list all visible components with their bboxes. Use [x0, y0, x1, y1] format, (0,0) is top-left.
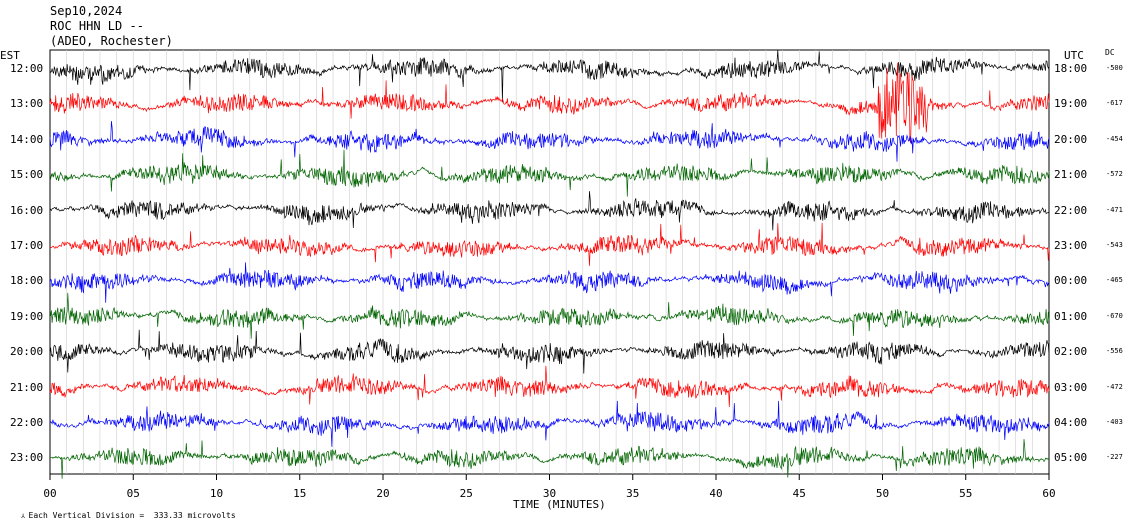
dc-offset-value: -227 — [1106, 453, 1123, 462]
utc-hour-label: 03:00 — [1054, 380, 1088, 394]
dc-header-label: DC — [1105, 48, 1115, 57]
trace-row-1700 — [49, 222, 1050, 266]
dc-offset-value: -617 — [1106, 99, 1123, 108]
est-hour-label: 20:00 — [10, 345, 44, 359]
est-hour-label: 12:00 — [10, 62, 44, 75]
x-tick-label: 50 — [875, 487, 890, 500]
utc-hour-label: 19:00 — [1054, 97, 1088, 111]
x-tick-label: 15 — [293, 487, 307, 500]
x-tick-label: 25 — [459, 487, 473, 500]
x-tick-label: 60 — [1042, 487, 1056, 500]
trace-row-1400 — [49, 121, 1050, 162]
x-tick-label: 40 — [709, 487, 723, 500]
x-tick-label: 55 — [959, 487, 973, 500]
x-tick-label: 05 — [126, 487, 140, 500]
utc-hour-label: 23:00 — [1054, 239, 1088, 252]
x-tick-label: 00 — [43, 487, 57, 500]
est-hour-label: 18:00 — [10, 274, 44, 288]
trace-row-2100 — [49, 365, 1050, 408]
dc-offset-value: -471 — [1106, 205, 1123, 214]
scale-note: ⅄ Each Vertical Division = 333.33 microv… — [2, 502, 236, 519]
trace-row-1900 — [49, 292, 1050, 339]
trace-row-2300 — [49, 439, 1050, 479]
trace-row-2000 — [49, 329, 1050, 374]
x-tick-label: 20 — [376, 487, 390, 500]
utc-hour-label: 18:00 — [1054, 62, 1088, 75]
right-timezone-label: UTC — [1064, 49, 1084, 62]
est-hour-label: 16:00 — [10, 203, 44, 217]
est-hour-label: 15:00 — [10, 168, 44, 182]
utc-hour-label: 22:00 — [1054, 203, 1088, 217]
trace-row-1300 — [49, 62, 1050, 144]
x-tick-label: 35 — [626, 487, 640, 500]
dc-offset-value: -543 — [1106, 241, 1123, 249]
dc-offset-value: -454 — [1106, 134, 1123, 143]
est-hour-label: 22:00 — [10, 416, 44, 429]
dc-offset-value: -465 — [1106, 276, 1123, 285]
utc-hour-label: 05:00 — [1054, 451, 1088, 465]
dc-offset-value: -472 — [1106, 382, 1123, 391]
est-hour-label: 23:00 — [10, 451, 44, 465]
x-axis-label: TIME (MINUTES) — [513, 498, 606, 511]
utc-hour-label: 01:00 — [1054, 309, 1088, 323]
x-tick-label: 10 — [209, 487, 224, 500]
station-code: ROC HHN LD -- — [50, 19, 144, 33]
dc-offset-value: -556 — [1106, 347, 1123, 356]
est-hour-label: 19:00 — [10, 309, 44, 323]
est-hour-label: 13:00 — [10, 97, 44, 111]
dc-offset-value: -670 — [1106, 311, 1123, 320]
est-hour-label: 17:00 — [10, 239, 44, 252]
dc-offset-value: -500 — [1106, 64, 1123, 72]
utc-hour-label: 00:00 — [1054, 274, 1088, 288]
utc-hour-label: 20:00 — [1054, 132, 1088, 146]
network-name: (ADEO, Rochester) — [50, 34, 173, 48]
x-tick-label: 30 — [542, 487, 557, 500]
est-hour-label: 21:00 — [10, 380, 44, 394]
trace-row-1800 — [49, 262, 1050, 303]
trace-row-2200 — [49, 400, 1050, 447]
scale-note-text: Each Vertical Division = 333.33 microvol… — [28, 511, 236, 519]
x-tick-label: 45 — [792, 487, 806, 500]
dc-offset-value: -572 — [1106, 170, 1123, 179]
utc-hour-label: 21:00 — [1054, 168, 1088, 182]
trace-row-1600 — [49, 191, 1050, 231]
chart-date: Sep10,2024 — [50, 4, 123, 18]
left-timezone-label: EST — [0, 49, 20, 62]
scale-mark-icon: ⅄ — [21, 513, 29, 519]
utc-hour-label: 02:00 — [1054, 345, 1088, 359]
utc-hour-label: 04:00 — [1054, 416, 1088, 429]
dc-offset-value: -403 — [1106, 418, 1123, 426]
trace-row-1200 — [49, 49, 1050, 103]
trace-row-1500 — [49, 149, 1050, 197]
est-hour-label: 14:00 — [10, 132, 44, 146]
